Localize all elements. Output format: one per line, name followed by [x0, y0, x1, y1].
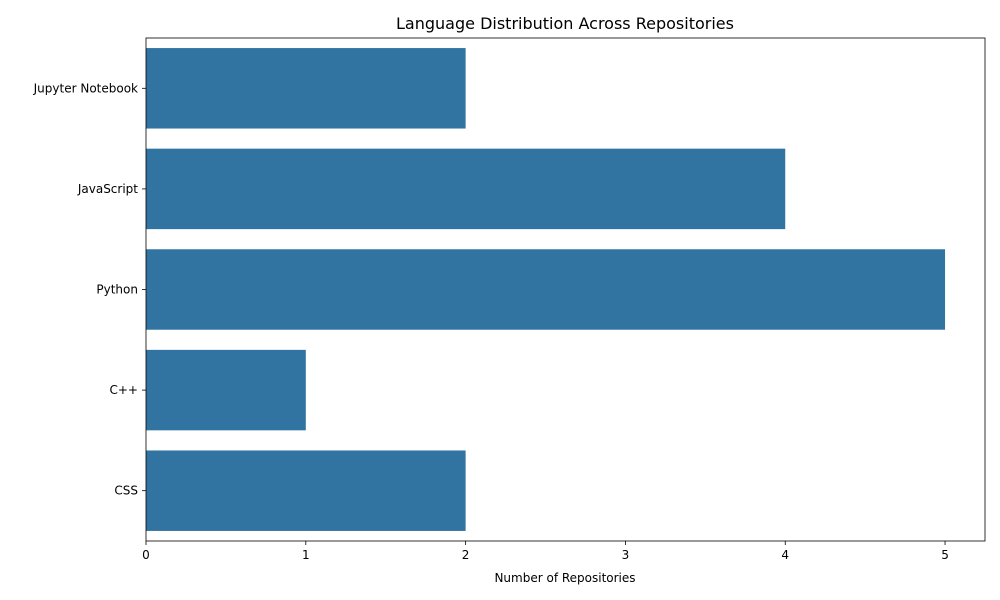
plot-frame: [145, 37, 986, 542]
bar-jupyter-notebook: [146, 48, 466, 129]
x-axis-label: Number of Repositories: [494, 571, 635, 585]
bars-group: [146, 48, 946, 531]
y-tick-label: Jupyter Notebook: [33, 81, 138, 95]
bar-python: [146, 249, 946, 330]
chart-title: Language Distribution Across Repositorie…: [396, 14, 734, 33]
x-tick-label: 4: [781, 548, 789, 562]
y-tick-label: JavaScript: [77, 182, 138, 196]
x-tick-label: 5: [941, 548, 949, 562]
bar-css: [146, 450, 466, 531]
y-tick-label: Python: [96, 283, 138, 297]
x-tick-label: 3: [622, 548, 630, 562]
y-tick-label: C++: [110, 383, 139, 397]
y-axis: Jupyter Notebook JavaScript Python C++ CSS: [33, 81, 146, 498]
x-tick-label: 0: [142, 548, 150, 562]
x-tick-label: 1: [302, 548, 310, 562]
y-tick-label: CSS: [114, 484, 138, 498]
bar-c-: [146, 349, 306, 431]
bar-javascript: [146, 148, 786, 230]
x-tick-label: 2: [462, 548, 470, 562]
x-axis: 0 1 2 3 4 5: [142, 541, 949, 562]
